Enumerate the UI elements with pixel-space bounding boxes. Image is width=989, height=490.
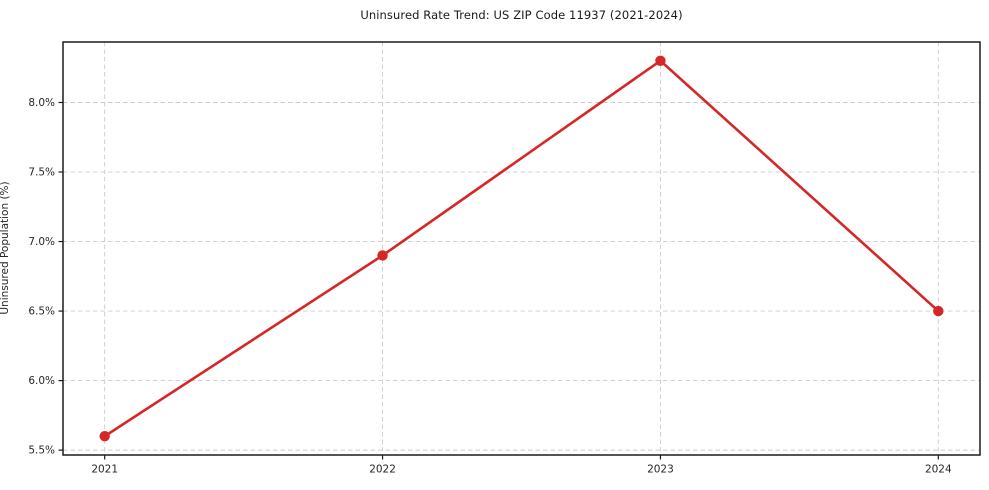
chart-title: Uninsured Rate Trend: US ZIP Code 11937 …: [360, 8, 683, 22]
data-point: [377, 250, 388, 261]
data-point: [655, 55, 666, 66]
y-tick-label: 5.5%: [28, 445, 55, 457]
trend-line: [103, 59, 940, 438]
x-tick-label: 2021: [91, 464, 118, 476]
y-tick-label: 7.5%: [28, 167, 55, 179]
y-tick-label: 7.0%: [28, 236, 55, 248]
x-tick-label: 2024: [925, 464, 952, 476]
data-point: [933, 305, 944, 317]
data-point: [99, 431, 110, 442]
y-tick-label: 6.0%: [28, 375, 55, 387]
x-tick-label: 2022: [369, 464, 396, 476]
plot-border: [62, 41, 981, 456]
y-tick-label: 6.5%: [28, 306, 55, 318]
y-tick-label: 8.0%: [28, 97, 55, 109]
x-tick-label: 2023: [647, 464, 674, 476]
